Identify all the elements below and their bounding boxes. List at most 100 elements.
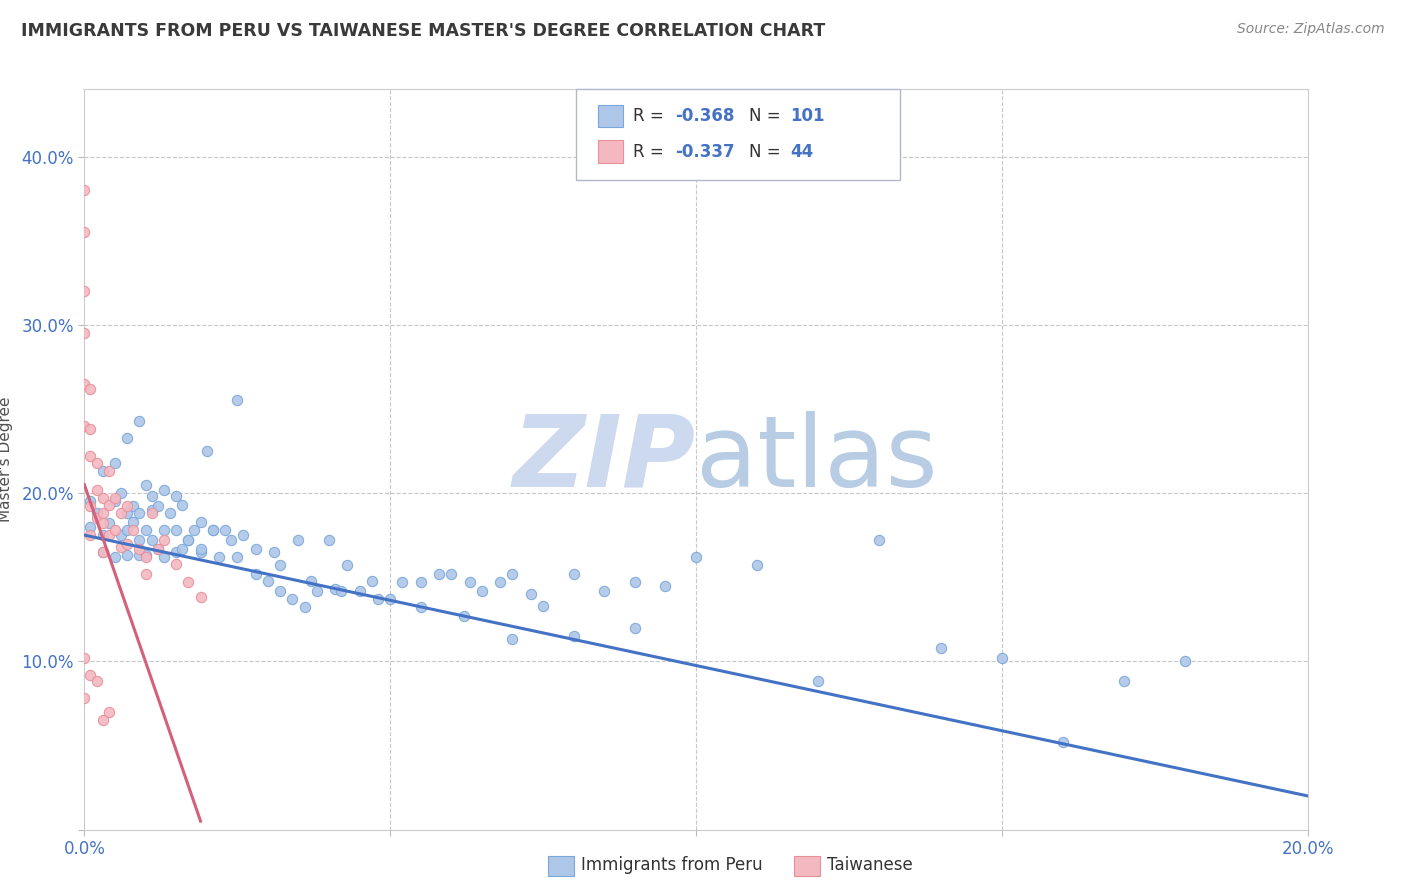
Text: -0.368: -0.368 bbox=[675, 107, 734, 125]
Point bbox=[201, 523, 224, 537]
Point bbox=[165, 545, 187, 559]
Point bbox=[86, 511, 108, 525]
Point bbox=[104, 523, 127, 537]
Point bbox=[141, 533, 163, 548]
Point bbox=[165, 489, 187, 503]
Point bbox=[190, 541, 212, 556]
Point bbox=[146, 541, 169, 556]
Point bbox=[190, 591, 212, 605]
Point bbox=[159, 506, 181, 520]
Point bbox=[520, 587, 543, 601]
Point bbox=[86, 483, 108, 497]
Point bbox=[79, 449, 101, 463]
Point bbox=[593, 583, 616, 598]
Point bbox=[115, 430, 138, 444]
Point bbox=[323, 582, 346, 596]
Point bbox=[177, 533, 200, 548]
Text: N =: N = bbox=[749, 143, 786, 161]
Point bbox=[214, 523, 236, 537]
Point bbox=[624, 575, 647, 590]
Point bbox=[367, 592, 389, 607]
Point bbox=[929, 640, 952, 655]
Point bbox=[1174, 654, 1197, 668]
Point bbox=[440, 566, 463, 581]
Point bbox=[409, 575, 432, 590]
Point bbox=[294, 600, 316, 615]
Point bbox=[104, 456, 127, 470]
Point bbox=[135, 549, 157, 564]
Point bbox=[153, 533, 176, 548]
Point bbox=[453, 608, 475, 623]
Point bbox=[79, 494, 101, 508]
Point bbox=[97, 498, 120, 512]
Point bbox=[73, 651, 96, 665]
Point bbox=[562, 566, 585, 581]
Text: Taiwanese: Taiwanese bbox=[827, 856, 912, 874]
Point bbox=[318, 533, 340, 548]
Text: IMMIGRANTS FROM PERU VS TAIWANESE MASTER'S DEGREE CORRELATION CHART: IMMIGRANTS FROM PERU VS TAIWANESE MASTER… bbox=[21, 22, 825, 40]
Point bbox=[141, 503, 163, 517]
Point bbox=[91, 516, 114, 531]
Point bbox=[128, 549, 150, 563]
Point bbox=[349, 583, 371, 598]
Point bbox=[245, 566, 267, 581]
Point bbox=[685, 549, 707, 564]
Point bbox=[269, 583, 291, 598]
Point bbox=[1052, 735, 1074, 749]
Point bbox=[747, 558, 769, 573]
Point bbox=[79, 422, 101, 436]
Point bbox=[991, 651, 1014, 665]
Point bbox=[1114, 674, 1136, 689]
Point bbox=[79, 667, 101, 681]
Point bbox=[91, 713, 114, 727]
Point bbox=[177, 533, 200, 548]
Point bbox=[135, 523, 157, 537]
Point bbox=[201, 523, 224, 537]
Point bbox=[73, 418, 96, 433]
Point bbox=[91, 506, 114, 520]
Point bbox=[257, 574, 280, 588]
Point bbox=[869, 533, 891, 548]
Point bbox=[299, 574, 322, 588]
Point bbox=[219, 533, 242, 548]
Point bbox=[269, 558, 291, 573]
Point bbox=[531, 599, 554, 613]
Point bbox=[110, 506, 132, 520]
Point bbox=[128, 506, 150, 520]
Text: atlas: atlas bbox=[696, 411, 938, 508]
Point bbox=[79, 519, 101, 533]
Point bbox=[91, 545, 114, 559]
Text: N =: N = bbox=[749, 107, 786, 125]
Point bbox=[110, 540, 132, 554]
Point bbox=[165, 557, 187, 571]
Text: 44: 44 bbox=[790, 143, 814, 161]
Point bbox=[409, 600, 432, 615]
Point bbox=[73, 183, 96, 197]
Point bbox=[226, 549, 249, 564]
Point bbox=[624, 621, 647, 635]
Point bbox=[165, 523, 187, 537]
Point bbox=[146, 541, 169, 556]
Point bbox=[91, 464, 114, 478]
Point bbox=[427, 566, 450, 581]
Point bbox=[391, 575, 413, 590]
Point bbox=[79, 528, 101, 542]
Point bbox=[115, 536, 138, 550]
Text: R =: R = bbox=[633, 107, 669, 125]
Point bbox=[128, 541, 150, 556]
Text: ZIP: ZIP bbox=[513, 411, 696, 508]
Point bbox=[172, 498, 194, 512]
Point bbox=[122, 500, 145, 514]
Point bbox=[86, 674, 108, 689]
Point bbox=[153, 523, 176, 537]
Point bbox=[502, 566, 524, 581]
Text: 101: 101 bbox=[790, 107, 825, 125]
Point bbox=[190, 515, 212, 529]
Point bbox=[97, 516, 120, 531]
Point bbox=[263, 545, 285, 559]
Text: Immigrants from Peru: Immigrants from Peru bbox=[581, 856, 762, 874]
Point bbox=[141, 506, 163, 520]
Point bbox=[807, 674, 830, 689]
Point bbox=[104, 494, 127, 508]
Point bbox=[489, 575, 512, 590]
